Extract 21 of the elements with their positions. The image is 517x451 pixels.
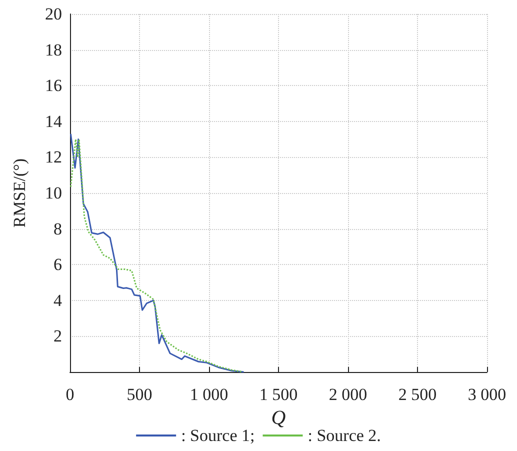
x-axis-title: Q [271,406,286,429]
legend-label: : Source 1; [181,426,255,445]
x-tick-label: 0 [66,385,74,404]
y-tick-label: 6 [54,255,62,274]
y-tick-label: 20 [45,4,62,24]
y-tick-label: 12 [45,148,62,167]
x-tick-label: 1 500 [259,385,298,404]
y-tick-label: 2 [54,326,62,346]
x-tick-label: 2 500 [398,385,437,404]
x-tick-label: 3 000 [468,385,506,404]
legend-label: : Source 2. [308,426,381,445]
x-tick-label: 500 [126,385,152,404]
y-axis-title: RMSE/(°) [10,158,29,228]
x-tick-label: 2 000 [328,385,368,404]
y-tick-label: 10 [45,184,62,202]
y-tick-label: 18 [45,40,62,60]
y-tick-label: 16 [45,76,62,96]
x-tick-label: 1 000 [190,385,228,404]
y-tick-label: 4 [54,290,62,310]
y-tick-label: 8 [54,219,62,238]
y-tick-label: 14 [45,112,62,131]
